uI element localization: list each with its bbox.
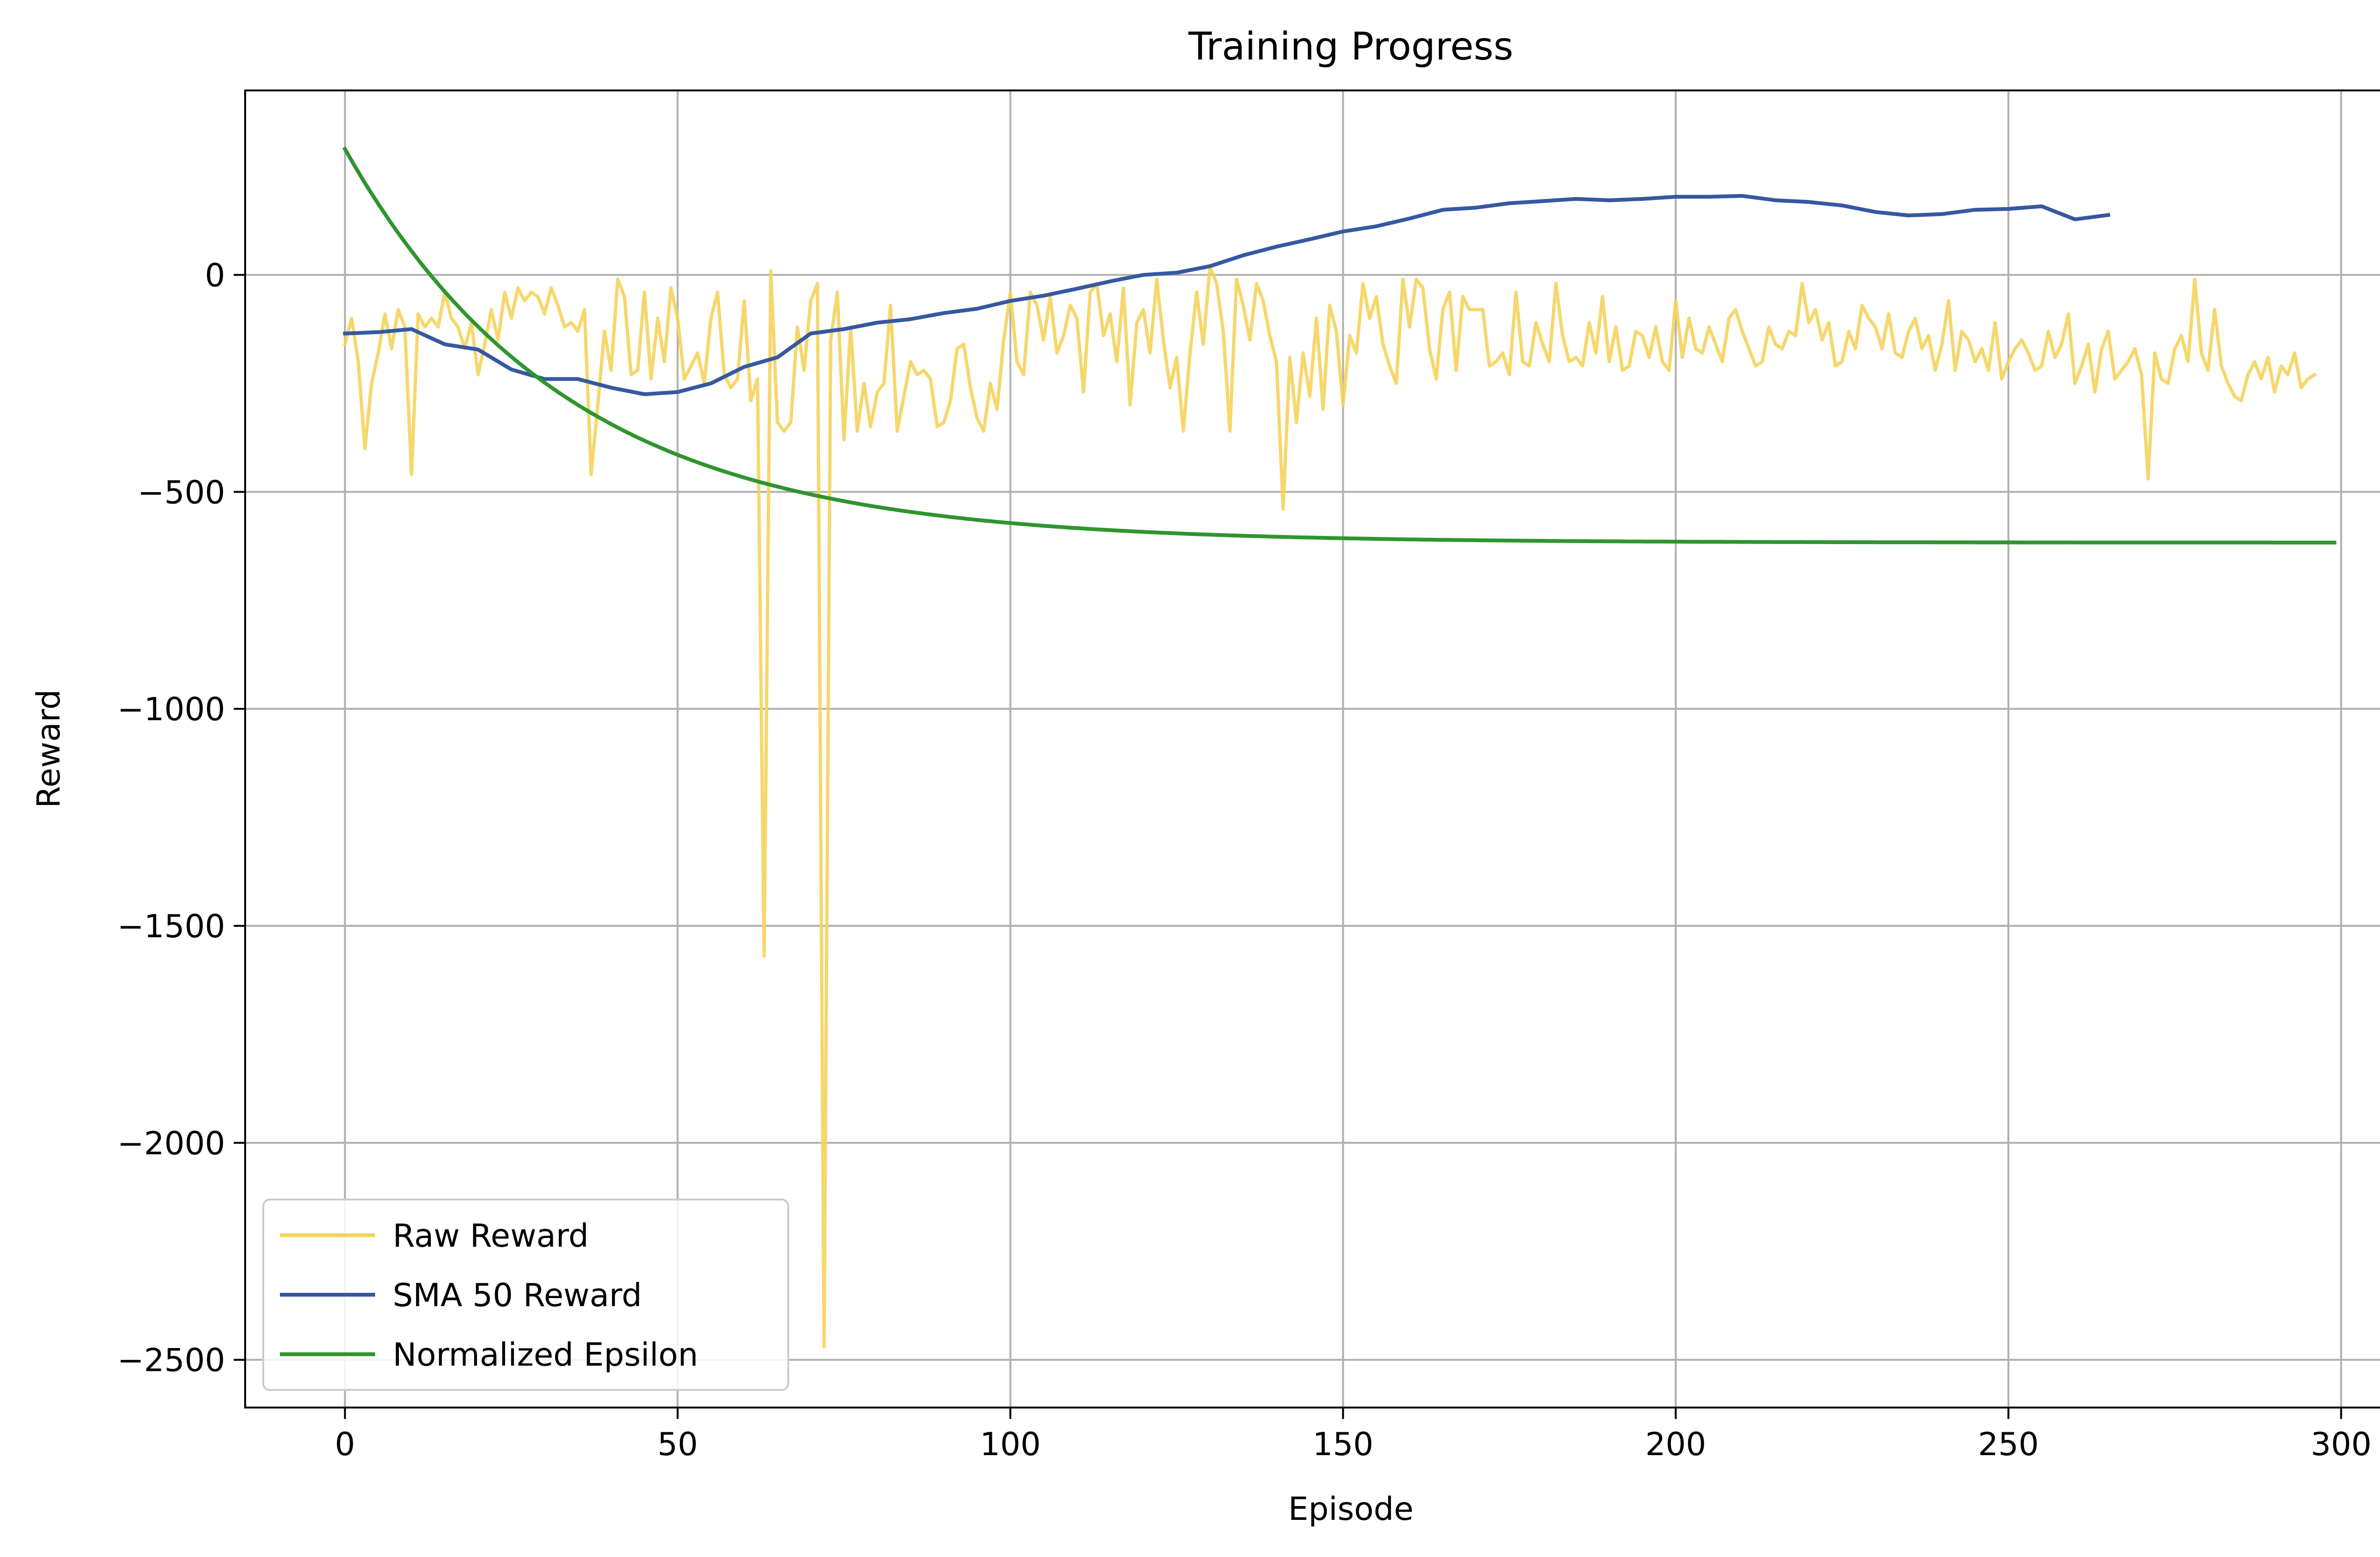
x-axis-label: Episode [1288, 1490, 1413, 1527]
y-tick-label: −500 [138, 474, 225, 511]
y-axis: 0 −500 −1000 −1500 −2000 −2500 [117, 257, 245, 1379]
chart-title: Training Progress [1188, 24, 1514, 69]
y-tick-label: −1500 [117, 908, 225, 945]
grid [245, 90, 2380, 1408]
series-line-raw-reward [343, 264, 2317, 1349]
legend-label: SMA 50 Reward [393, 1277, 642, 1314]
series-lines [342, 146, 2337, 1349]
legend: Raw Reward SMA 50 Reward Normalized Epsilo… [262, 1199, 789, 1391]
y-axis-label: Reward [30, 689, 67, 808]
y-tick-label: −2500 [117, 1342, 225, 1379]
x-axis: 0 50 100 150 200 250 300 [335, 1408, 2371, 1463]
x-tick-label: 0 [335, 1426, 355, 1463]
y-tick-label: −1000 [117, 691, 225, 728]
x-tick-label: 100 [980, 1426, 1041, 1463]
x-tick-label: 300 [2311, 1426, 2371, 1463]
series-line-sma-50-reward [343, 194, 2111, 397]
x-tick-label: 200 [1645, 1426, 1706, 1463]
y-tick-label: 0 [205, 257, 225, 294]
legend-label: Normalized Epsilon [393, 1336, 698, 1373]
x-tick-label: 150 [1313, 1426, 1374, 1463]
x-tick-label: 250 [1978, 1426, 2039, 1463]
legend-box [262, 1199, 789, 1391]
x-tick-label: 50 [657, 1426, 698, 1463]
y-tick-label: −2000 [117, 1125, 225, 1162]
series-line-normalized-epsilon [342, 146, 2337, 545]
legend-label: Raw Reward [393, 1217, 589, 1254]
